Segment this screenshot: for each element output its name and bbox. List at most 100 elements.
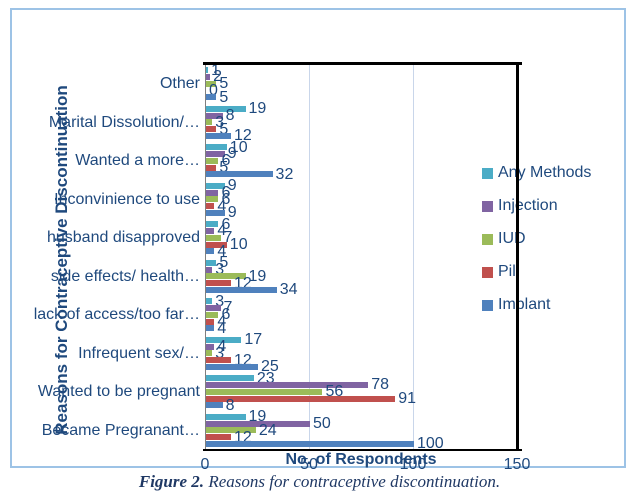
category-label: Inconvinience to use: [54, 190, 200, 208]
bar-value-label: 10: [229, 138, 248, 156]
bar-implant: [206, 363, 258, 370]
bar-value-label: 9: [227, 177, 237, 195]
legend-label: Pill: [498, 263, 520, 280]
category-label: Infrequent sex/…: [78, 344, 200, 362]
bar-implant: [206, 132, 231, 139]
plot-bottom-border: [203, 449, 522, 451]
gridline-100: [413, 65, 414, 450]
legend-swatch: [482, 234, 493, 245]
legend-swatch: [482, 300, 493, 311]
bar-value-label: 4: [217, 337, 227, 355]
bar-value-label: 9: [227, 145, 237, 163]
category-label: side effects/ health…: [50, 267, 200, 285]
legend-item-injection: Injection: [482, 197, 622, 214]
bar-value-label: 8: [225, 396, 235, 414]
bar-value-label: 7: [223, 299, 233, 317]
bar-implant: [206, 440, 414, 447]
legend-swatch: [482, 201, 493, 212]
bar-iud: [206, 80, 217, 87]
category-label: Became Pregranant…: [41, 421, 200, 439]
bar-iud: [206, 157, 219, 164]
bar-value-label: 6: [221, 215, 231, 233]
bar-injection: [206, 305, 221, 312]
category-label: Wanted to be pregnant: [37, 383, 200, 401]
bar-implant: [206, 171, 273, 178]
bar-value-label: 5: [219, 75, 229, 93]
bar-pill: [206, 126, 217, 133]
caption-prefix: Figure 2.: [138, 472, 205, 491]
bar-value-label: 5: [219, 120, 229, 138]
bar-iud: [206, 119, 213, 126]
bar-iud: [206, 234, 221, 241]
bar-injection: [206, 343, 215, 350]
x-tick-label-100: 100: [399, 456, 427, 473]
bar-value-label: 0: [209, 82, 218, 100]
bar-implant: [206, 402, 223, 409]
bar-pill: [206, 395, 396, 402]
bar-value-label: 5: [219, 88, 229, 106]
legend-item-pill: Pill: [482, 263, 622, 280]
bar-injection: [206, 382, 369, 389]
x-tick-label-0: 0: [200, 456, 210, 473]
bar-pill: [206, 280, 231, 287]
bar-pill: [206, 434, 231, 441]
bar-iud: [206, 350, 213, 357]
bar-pill: [206, 164, 217, 171]
bar-any-methods: [206, 105, 246, 112]
bar-any-methods: [206, 413, 246, 420]
bar-value-label: 6: [221, 306, 231, 324]
bar-value-label: 25: [261, 358, 279, 376]
bar-value-label: 3: [215, 292, 225, 310]
bar-implant: [206, 248, 215, 255]
legend-swatch: [482, 168, 493, 179]
bar-any-methods: [206, 221, 219, 228]
bar-value-label: 7: [223, 229, 233, 247]
bar-value-label: 6: [221, 190, 231, 208]
legend-item-iud: IUD: [482, 230, 622, 247]
legend-swatch: [482, 267, 493, 278]
bar-any-methods: [206, 375, 254, 382]
bar-value-label: 19: [248, 267, 267, 285]
gridline-50: [309, 65, 310, 450]
bar-value-label: 3: [215, 260, 225, 278]
bar-value-label: 3: [215, 113, 225, 131]
bar-value-label: 3: [215, 344, 225, 362]
bar-injection: [206, 228, 215, 235]
bar-value-label: 50: [313, 414, 331, 432]
plot-left-axis: [205, 65, 206, 450]
bar-pill: [206, 357, 231, 364]
bar-value-label: 2: [213, 68, 223, 86]
caption-text: Reasons for contraceptive discontinuatio…: [204, 472, 501, 491]
bar-iud: [206, 311, 219, 318]
bar-injection: [206, 189, 219, 196]
bar-implant: [206, 286, 277, 293]
bar-value-label: 100: [417, 435, 444, 453]
bar-value-label: 19: [248, 100, 267, 118]
bar-value-label: 8: [225, 106, 235, 124]
bar-value-label: 78: [371, 376, 390, 394]
bar-implant: [206, 209, 225, 216]
bar-value-label: 9: [227, 204, 237, 222]
bar-value-label: 1: [211, 61, 220, 79]
bar-value-label: 10: [229, 236, 248, 254]
bar-pill: [206, 241, 227, 248]
bar-any-methods: [206, 336, 242, 343]
bar-injection: [206, 420, 310, 427]
bar-iud: [206, 427, 256, 434]
x-tick-label-150: 150: [503, 456, 531, 473]
legend-label: Implant: [498, 296, 551, 313]
bar-value-label: 32: [275, 165, 294, 183]
category-label: Other: [159, 75, 200, 93]
plot-right-border: [516, 62, 519, 450]
bar-value-label: 4: [217, 222, 227, 240]
bar-value-label: 24: [258, 421, 277, 439]
bar-any-methods: [206, 259, 217, 266]
x-tick-label-50: 50: [300, 456, 318, 473]
bar-iud: [206, 273, 246, 280]
category-label: husband disapproved: [46, 229, 200, 247]
bar-value-label: 4: [217, 197, 227, 215]
legend-item-any-methods: Any Methods: [482, 164, 622, 181]
bar-value-label: 12: [233, 127, 252, 145]
plot-top-border: [203, 62, 522, 65]
